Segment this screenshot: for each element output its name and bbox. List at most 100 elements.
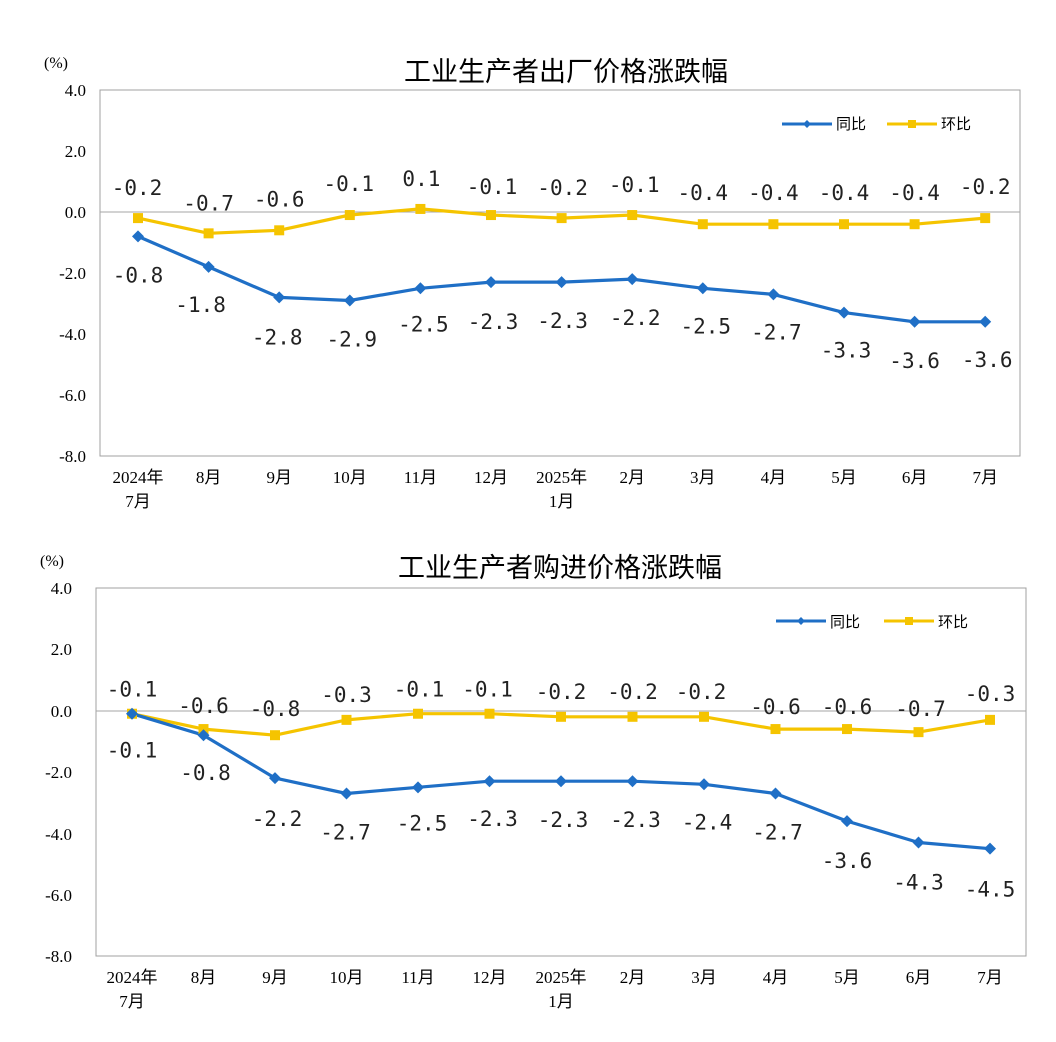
marker-yoy (343, 294, 356, 307)
data-label-mom: -0.4 (678, 181, 729, 205)
x-tick-label: 9月 (262, 968, 288, 987)
data-label-yoy: -2.2 (252, 807, 303, 831)
plot-frame (95, 587, 1027, 957)
x-axis: 2024年 7月 8月 9月 10月 11月 12月 2025年 1月 2月 3月 4月 5月 6月 7月 (107, 968, 1003, 1011)
x-tick-label: 1月 (548, 992, 574, 1011)
y-tick-label: 4.0 (65, 81, 86, 100)
marker-yoy (908, 315, 921, 328)
legend-marker-mom (908, 120, 916, 128)
chart-output-prices: 工业生产者出厂价格涨跌幅 (%) 4.0 2.0 0.0 -2.0 -4.0 -… (44, 55, 1021, 511)
y-tick-label: 4.0 (51, 579, 72, 598)
marker-yoy (126, 707, 138, 720)
data-label-mom: -0.1 (462, 678, 513, 702)
x-tick-label: 4月 (763, 968, 789, 987)
marker-yoy (767, 288, 780, 301)
x-tick-label: 1月 (549, 492, 575, 511)
marker-mom (270, 730, 280, 741)
chart-title: 工业生产者购进价格涨跌幅 (398, 553, 722, 584)
marker-yoy (412, 781, 424, 794)
data-label-mom: -0.1 (107, 678, 158, 702)
y-axis: 4.0 2.0 0.0 -2.0 -4.0 -6.0 -8.0 (59, 81, 86, 466)
marker-mom (913, 727, 924, 738)
x-tick-label: 8月 (191, 968, 217, 987)
marker-mom (909, 219, 920, 230)
legend-label-mom: 环比 (938, 613, 968, 631)
marker-mom (980, 213, 991, 224)
data-label-mom: -0.2 (676, 680, 727, 704)
x-tick-label: 2025年 (536, 468, 587, 487)
marker-mom (484, 708, 495, 719)
x-tick-label: 10月 (330, 968, 364, 987)
x-tick-label: 11月 (404, 468, 437, 487)
marker-mom (415, 203, 426, 214)
data-label-yoy: -2.3 (537, 309, 588, 333)
legend-label-yoy: 同比 (830, 613, 860, 631)
x-tick-label: 7月 (125, 492, 151, 511)
marker-yoy (696, 282, 709, 295)
x-tick-label: 5月 (834, 968, 860, 987)
y-tick-label: 2.0 (51, 640, 72, 659)
x-tick-label: 7月 (972, 468, 998, 487)
data-label-mom: 0.1 (402, 167, 440, 191)
data-label-mom: -0.4 (819, 181, 870, 205)
y-tick-label: -2.0 (59, 264, 86, 283)
data-label-mom: -0.6 (822, 695, 873, 719)
data-label-yoy: -2.5 (681, 314, 732, 338)
data-label-yoy: -2.3 (538, 808, 589, 832)
data-label-yoy: -2.5 (398, 312, 449, 336)
y-tick-label: -2.0 (45, 763, 72, 782)
x-tick-label: 2025年 (536, 968, 587, 987)
data-label-mom: -0.1 (467, 175, 518, 199)
marker-yoy (555, 276, 568, 289)
marker-mom (770, 724, 781, 735)
x-tick-label: 8月 (196, 468, 222, 487)
data-label-yoy: -4.5 (965, 878, 1016, 902)
marker-mom (839, 219, 849, 230)
data-label-yoy: -2.7 (320, 820, 371, 844)
marker-yoy (841, 815, 853, 828)
marker-mom (203, 228, 214, 239)
marker-mom (697, 219, 708, 230)
marker-yoy (838, 306, 850, 319)
chart-title: 工业生产者出厂价格涨跌幅 (404, 57, 728, 88)
data-label-mom: -0.2 (960, 175, 1011, 199)
marker-yoy (340, 787, 353, 800)
data-label-mom: -0.8 (250, 697, 301, 721)
data-label-mom: -0.1 (324, 172, 375, 196)
marker-yoy (979, 315, 992, 328)
data-label-yoy: -2.7 (752, 820, 803, 844)
legend: 同比 环比 (776, 613, 968, 631)
plot-frame (99, 89, 1021, 457)
marker-mom (133, 213, 143, 224)
data-label-yoy: -1.8 (175, 293, 226, 317)
legend-label-yoy: 同比 (836, 115, 866, 133)
marker-mom (768, 219, 779, 230)
data-label-yoy: -2.8 (252, 325, 303, 349)
marker-mom (413, 708, 423, 719)
data-label-mom: -0.7 (183, 191, 234, 215)
data-label-mom: -0.2 (537, 176, 588, 200)
marker-mom (274, 225, 285, 236)
x-tick-label: 11月 (401, 968, 434, 987)
data-label-yoy: -4.3 (893, 871, 944, 895)
x-tick-label: 2024年 (113, 468, 164, 487)
marker-yoy (273, 291, 286, 304)
x-tick-label: 12月 (474, 468, 508, 487)
marker-yoy (984, 842, 996, 855)
data-labels: -0.2-0.7 -0.6-0.1 0.1 -0.1 -0.2 -0.1 -0.4 -0.4-… (112, 167, 1013, 373)
data-label-mom: -0.1 (609, 173, 660, 197)
data-labels: -0.1 -0.6 -0.8 -0.3 -0.1 -0.1 -0.2 -0.2 -0.2 -0.6… (107, 678, 1016, 902)
marker-mom (341, 714, 352, 725)
data-label-yoy: -2.7 (751, 320, 802, 344)
data-label-yoy: -2.3 (610, 808, 661, 832)
data-label-mom: -0.4 (889, 181, 940, 205)
y-tick-label: -8.0 (59, 447, 86, 466)
x-tick-label: 2月 (620, 968, 646, 987)
x-tick-label: 3月 (690, 468, 716, 487)
data-label-mom: -0.6 (750, 695, 801, 719)
series-markers (126, 707, 996, 855)
marker-yoy (769, 787, 782, 800)
series-lines (137, 207, 986, 324)
data-label-yoy: -2.4 (682, 810, 733, 834)
